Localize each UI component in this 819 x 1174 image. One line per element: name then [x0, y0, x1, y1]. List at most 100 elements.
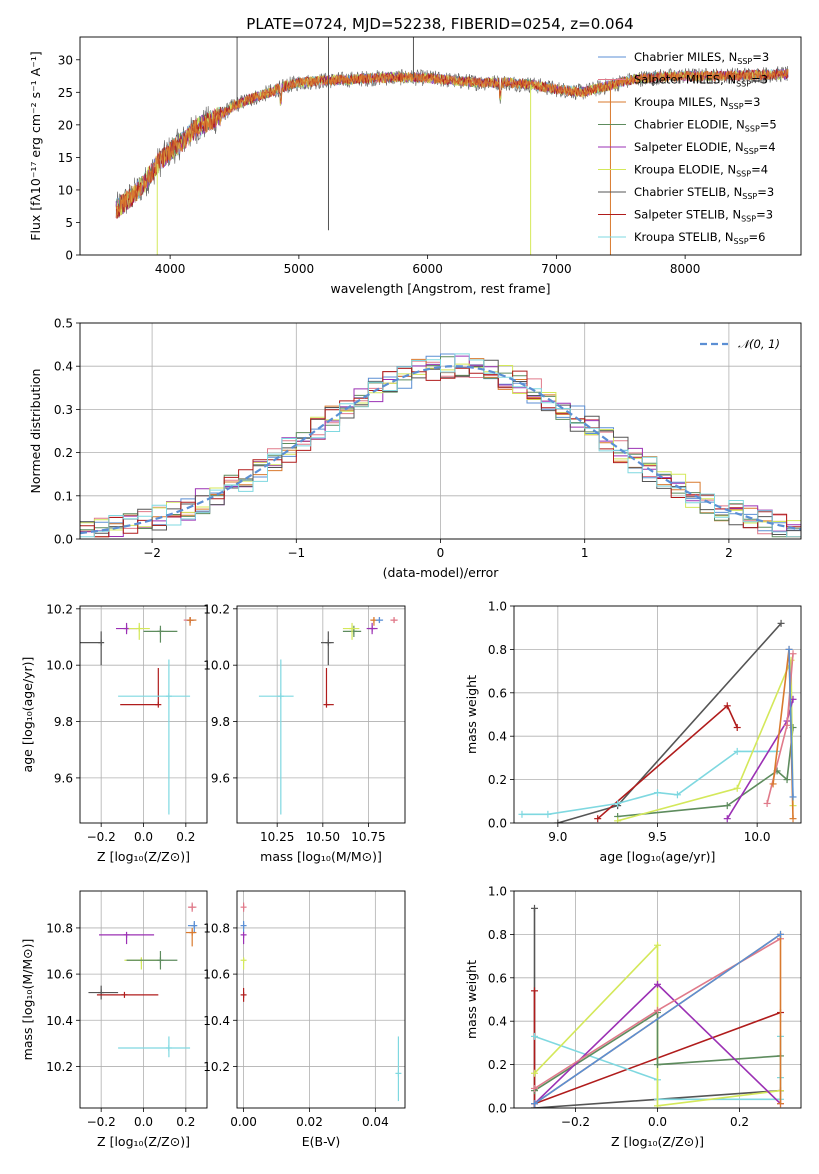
figure-title: PLATE=0724, MJD=52238, FIBERID=0254, z=0… [246, 15, 633, 33]
spectrum-plot-area [115, 37, 789, 255]
weight-vs-age-marker [614, 817, 622, 823]
age-vs-Z-xtick-label: 0.2 [176, 830, 195, 844]
weight-vs-age-marker [763, 799, 771, 807]
weight-vs-Z-xtick-label: −0.2 [561, 1115, 590, 1129]
spectrum-ytick-label: 0 [65, 249, 73, 263]
mass-vs-ebv-xtick-label: 0.00 [230, 1115, 257, 1129]
residuals-ytick-label: 0.4 [54, 360, 73, 374]
residuals-ytick-label: 0.5 [54, 317, 73, 331]
weight-vs-Z-marker [654, 1102, 661, 1108]
age-vs-Z-ytick-label: 10.0 [46, 659, 73, 673]
weight-vs-Z-marker [531, 987, 538, 995]
weight-vs-Z-ytick-label: 0.6 [488, 971, 507, 985]
weight-vs-Z-marker [777, 1100, 784, 1108]
weight-vs-age-plot-area [518, 619, 797, 823]
residual-histogram-0 [80, 353, 801, 532]
age-vs-mass-ytick-label: 9.8 [211, 715, 230, 729]
mass-vs-ebv-ytick-label: 10.8 [203, 921, 230, 935]
mass-vs-Z-point [118, 1036, 191, 1058]
residuals-xtick-label: 2 [725, 546, 733, 560]
mass-vs-ebv-point [240, 987, 247, 1002]
weight-vs-age-xtick-label: 10.0 [744, 830, 771, 844]
weight-vs-age-ylabel: mass weight [464, 675, 479, 754]
mass-vs-ebv-ytick-label: 10.4 [203, 1014, 230, 1028]
age-vs-mass-point [390, 617, 398, 624]
weight-vs-age-series-7 [597, 704, 738, 820]
weight-vs-Z-ytick-label: 1.0 [488, 885, 507, 899]
spectrum-series-2 [115, 68, 789, 216]
mass-vs-ebv-point [240, 902, 247, 912]
weight-vs-Z-marker [531, 904, 538, 912]
mass-vs-Z-axes: −0.2 0.0 0.2 10.2 10.4 10.6 10.8 Z [log₁₀(Z/Z⊙)… [20, 890, 208, 1149]
age-vs-mass-point [366, 622, 378, 635]
legend-entry: Chabrier MILES, NSSP=3 [634, 50, 769, 66]
weight-vs-age-marker [769, 780, 777, 788]
residuals-xlabel: (data-model)/error [383, 565, 500, 580]
residuals-ylabel: Normed distribution [28, 369, 43, 494]
mass-vs-ebv-point [240, 931, 247, 945]
weight-vs-age-ytick-label: 0.8 [488, 643, 507, 657]
age-vs-mass-ytick-label: 10.2 [203, 602, 230, 616]
weight-vs-age-series-6 [557, 622, 782, 823]
weight-vs-age-ytick-label: 0.2 [488, 773, 507, 787]
mass-vs-Z-point [187, 921, 198, 933]
spectrum-xtick-label: 6000 [412, 262, 443, 276]
weight-vs-Z-xtick-label: 0.2 [730, 1115, 749, 1129]
weight-vs-age-marker [733, 784, 741, 792]
legend-entry: Kroupa MILES, NSSP=3 [634, 95, 760, 111]
mass-vs-ebv-xlabel: E(B-V) [302, 1134, 341, 1149]
mass-vs-ebv-ytick-label: 10.2 [203, 1060, 230, 1074]
weight-vs-age-marker [544, 810, 552, 818]
spectrum-xtick-label: 4000 [155, 262, 186, 276]
mass-vs-Z-ylabel: mass [log₁₀(M/M⊙)] [20, 939, 35, 1061]
weight-vs-Z-xtick-label: 0.0 [648, 1115, 667, 1129]
weight-vs-age-marker [789, 815, 797, 823]
weight-vs-age-marker [723, 702, 731, 710]
residuals-xtick-label: −2 [143, 546, 161, 560]
mass-vs-ebv-xtick-label: 0.04 [362, 1115, 389, 1129]
legend-entry: Kroupa ELODIE, NSSP=4 [634, 163, 768, 179]
weight-vs-Z-ytick-label: 0.2 [488, 1058, 507, 1072]
age-vs-mass-xtick-label: 10.50 [306, 830, 340, 844]
mass-vs-Z-xtick-label: 0.0 [134, 1115, 153, 1129]
residuals-ytick-label: 0.1 [54, 489, 73, 503]
age-vs-Z-ytick-label: 9.6 [54, 771, 73, 785]
mass-vs-Z-frame [79, 890, 208, 1109]
spectrum-legend: Chabrier MILES, NSSP=3 Salpeter MILES, NS… [598, 50, 777, 246]
weight-vs-Z-series-3 [534, 1011, 781, 1092]
weight-vs-age-marker [733, 724, 741, 732]
age-vs-Z-point [118, 659, 191, 815]
weight-vs-age-marker [654, 789, 661, 797]
age-vs-Z-xlabel: Z [log₁₀(Z/Z⊙)] [97, 849, 190, 864]
age-vs-Z-plot-area [80, 617, 197, 815]
spectrum-axes: 4000 5000 6000 7000 8000 0 5 10 15 20 25 30 waveleng… [28, 36, 802, 296]
mass-vs-ebv-xtick-label: 0.02 [296, 1115, 323, 1129]
residual-legend-label: 𝒩(0, 1) [738, 337, 780, 351]
residuals-frame [79, 322, 802, 540]
mass-vs-ebv-ytick-label: 10.6 [203, 968, 230, 982]
age-vs-mass-point [375, 617, 384, 624]
mass-vs-Z-ytick-label: 10.8 [46, 921, 73, 935]
age-vs-Z-ytick-label: 10.2 [46, 602, 73, 616]
age-vs-mass-point [370, 617, 378, 626]
weight-vs-age-ytick-label: 0.6 [488, 686, 507, 700]
mass-vs-Z-point [88, 985, 119, 1000]
spectrum-ytick-label: 30 [58, 53, 73, 67]
weight-vs-age-ytick-label: 0.4 [488, 730, 507, 744]
age-vs-mass-xtick-label: 10.75 [351, 830, 385, 844]
mass-vs-ebv-plot-area [240, 902, 402, 1102]
age-vs-mass-axes: 10.25 10.50 10.75 9.6 9.8 10.0 10.2 mass [log₁₀… [203, 602, 406, 864]
age-vs-mass-xtick-label: 10.25 [260, 830, 294, 844]
age-vs-Z-point [128, 622, 150, 640]
weight-vs-Z-ytick-label: 0.8 [488, 928, 507, 942]
mass-vs-ebv-axes: 0.00 0.02 0.04 10.2 10.4 10.6 10.8 E(B-V) [203, 890, 406, 1149]
mass-vs-ebv-point [395, 1036, 402, 1102]
legend-entry: Salpeter MILES, NSSP=3 [634, 73, 768, 89]
weight-vs-Z-frame [513, 890, 802, 1109]
residuals-xtick-label: 0 [437, 546, 445, 560]
weight-vs-age-ytick-label: 0.0 [488, 817, 507, 831]
age-vs-Z-xtick-label: −0.2 [87, 830, 116, 844]
age-vs-Z-ylabel: age [log₁₀(age/yr)] [20, 657, 35, 773]
legend-entry: Kroupa STELIB, NSSP=6 [634, 230, 765, 246]
